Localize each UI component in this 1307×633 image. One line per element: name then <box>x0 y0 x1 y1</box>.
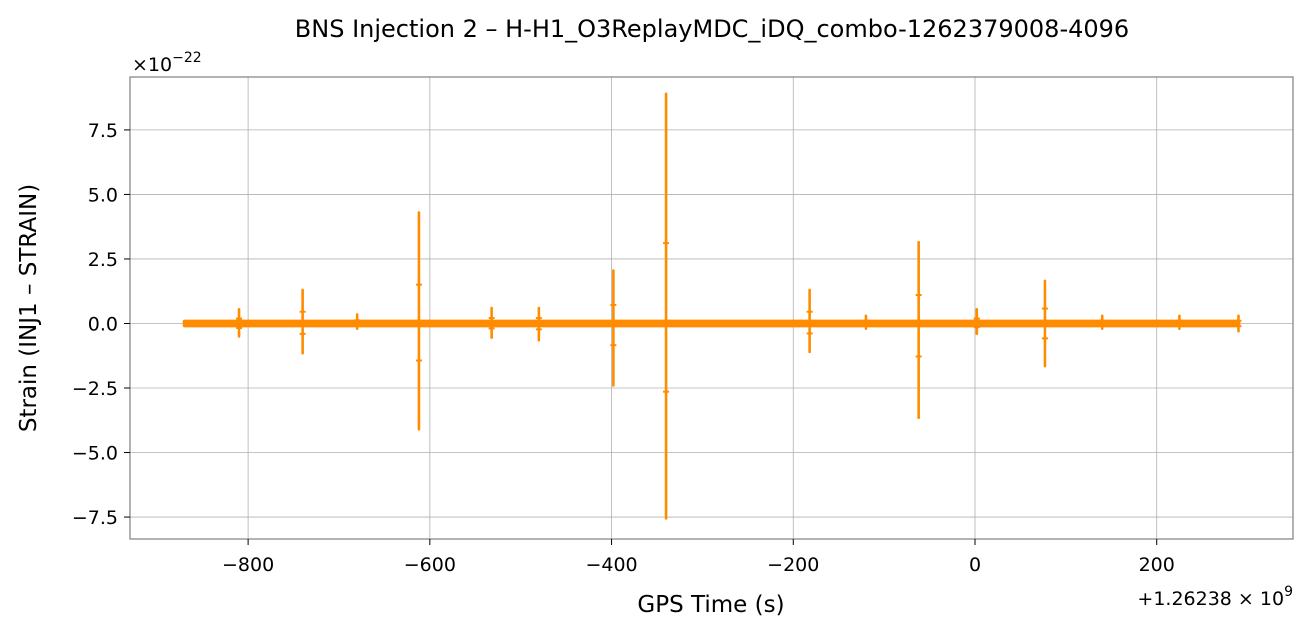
series-baseline-band <box>182 319 1241 328</box>
y-multiplier-base: ×10 <box>132 54 172 76</box>
y-tick-label: 0.0 <box>88 313 118 335</box>
x-tick-label: −600 <box>404 554 456 576</box>
y-tick-label: −5.0 <box>72 443 118 465</box>
y-tick-label: 5.0 <box>88 184 118 206</box>
x-tick-label: −200 <box>767 554 819 576</box>
y-axis-label: Strain (INJ1 – STRAIN) <box>16 184 42 432</box>
x-tick-label: 0 <box>969 554 981 576</box>
y-multiplier-exponent: −22 <box>172 50 202 66</box>
x-axis-label: GPS Time (s) <box>637 592 784 618</box>
x-tick-label: 200 <box>1139 554 1175 576</box>
plot-frame <box>129 76 1294 540</box>
x-tick-label: −400 <box>585 554 637 576</box>
x-tick-label: −800 <box>222 554 274 576</box>
grid <box>130 77 1293 539</box>
x-offset-base: +1.26238 × 10 <box>1137 588 1284 610</box>
plot-area <box>182 92 1242 520</box>
y-tick-label: −7.5 <box>72 507 118 529</box>
x-offset-label: +1.26238 × 109 <box>1137 584 1293 610</box>
y-tick-label: 7.5 <box>88 120 118 142</box>
tick-labels: −800 −600 −400 −200 0 200 7.5 5.0 2.5 0.0 −2.5 −5.0… <box>72 120 1175 576</box>
x-offset-exponent: 9 <box>1284 584 1293 600</box>
y-tick-label: 2.5 <box>88 249 118 271</box>
chart-title: BNS Injection 2 – H-H1_O3ReplayMDC_iDQ_c… <box>295 15 1129 43</box>
y-multiplier: ×10−22 <box>132 50 202 76</box>
y-tick-label: −2.5 <box>72 378 118 400</box>
